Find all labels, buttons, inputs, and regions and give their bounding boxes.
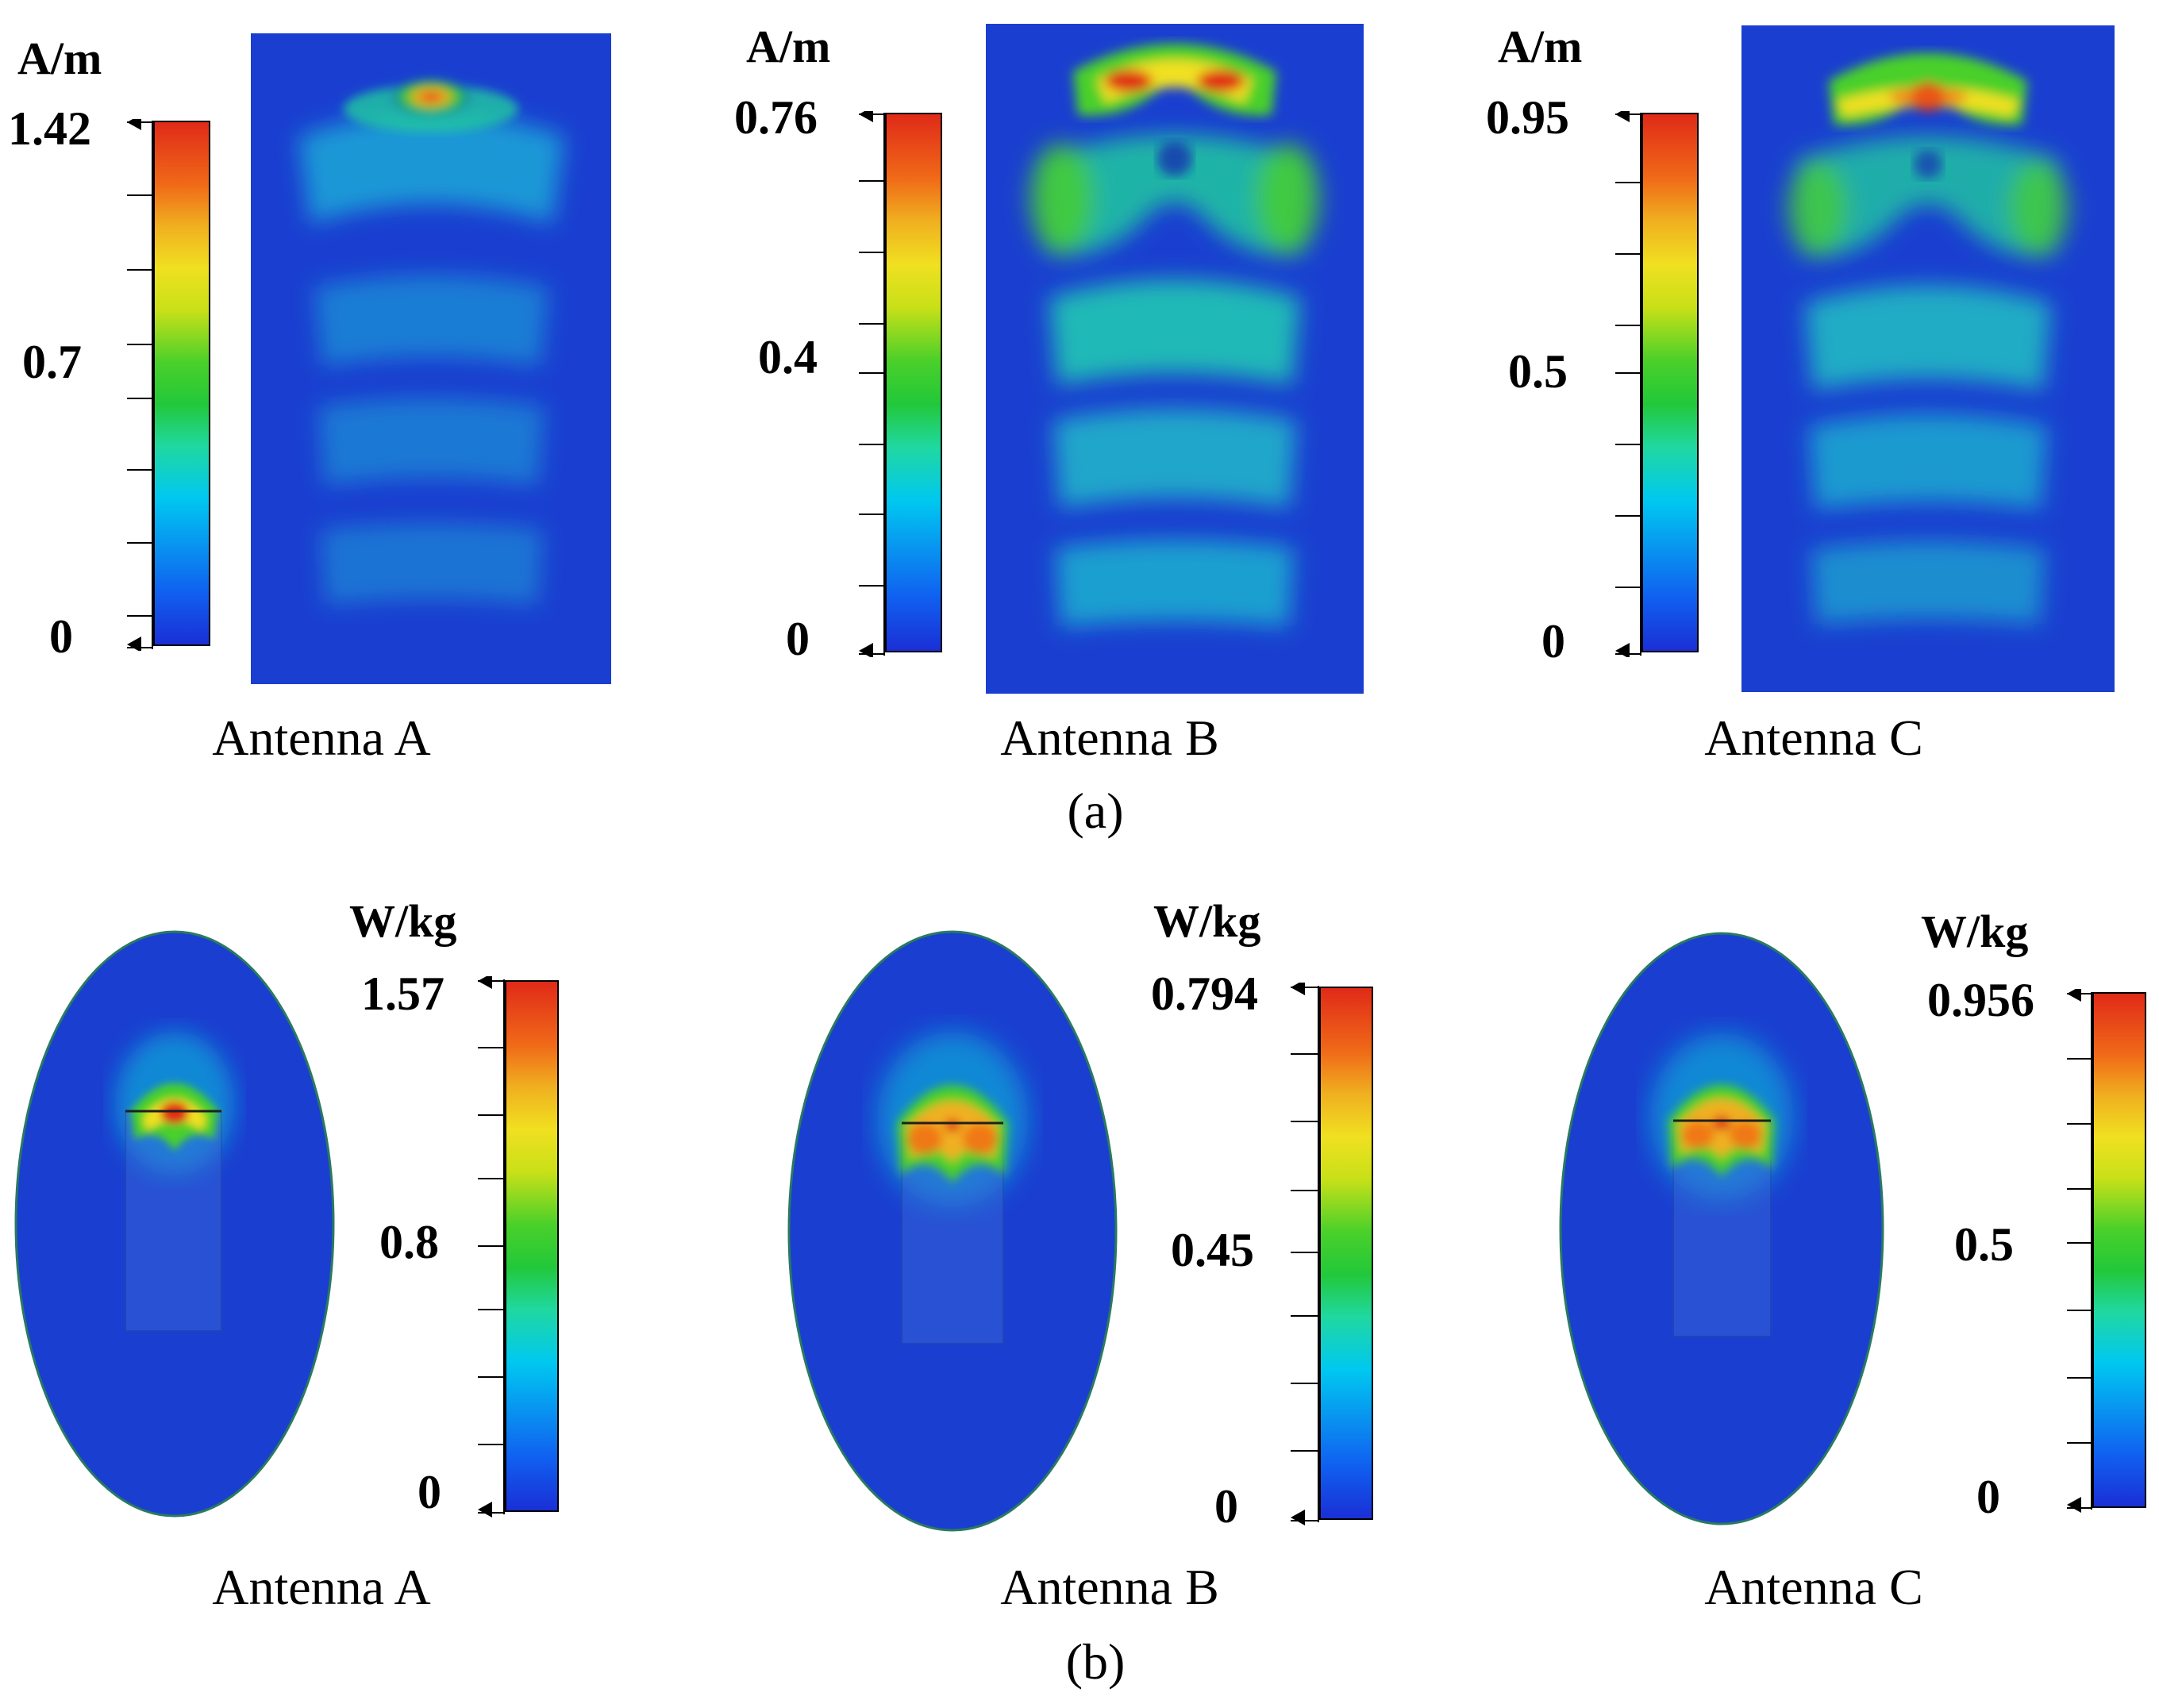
min-marker-icon bbox=[1291, 1510, 1305, 1525]
colorbar-max-label: 0.76 bbox=[734, 91, 818, 144]
unit-label-a-a: A/m bbox=[17, 33, 102, 84]
max-marker-icon bbox=[1615, 111, 1630, 122]
unit-label-b-c: W/kg bbox=[1921, 906, 2029, 957]
colorbar bbox=[885, 113, 942, 652]
sar-distribution-plot-antenna-a bbox=[12, 929, 337, 1520]
colorbar-ticks bbox=[478, 976, 506, 1518]
caption-antenna-b: Antenna B bbox=[1000, 1559, 1219, 1615]
colorbar-ticks bbox=[1291, 983, 1320, 1525]
max-marker-icon bbox=[478, 976, 492, 989]
unit-label-b-b: W/kg bbox=[1153, 895, 1261, 947]
colorbar bbox=[2092, 992, 2146, 1508]
min-marker-icon bbox=[1615, 643, 1630, 657]
colorbar-ticks bbox=[127, 119, 154, 651]
min-marker-icon bbox=[127, 637, 141, 651]
caption-antenna-c: Antenna C bbox=[1704, 710, 1923, 766]
min-marker-icon bbox=[2067, 1497, 2081, 1513]
sar-distribution-plot-antenna-c bbox=[1557, 930, 1886, 1527]
subfigure-label-b: (b) bbox=[1065, 1633, 1126, 1690]
colorbar-mid-label: 0.8 bbox=[379, 1216, 439, 1268]
surface-current-plot-antenna-c bbox=[1741, 25, 2115, 692]
colorbar bbox=[1641, 113, 1699, 652]
colorbar-min-label: 0 bbox=[1976, 1471, 2000, 1523]
colorbar-max-label: 0.95 bbox=[1486, 91, 1569, 144]
colorbar-max-label: 1.42 bbox=[8, 102, 91, 155]
unit-label-a-c: A/m bbox=[1498, 21, 1583, 72]
colorbar-mid-label: 0.5 bbox=[1954, 1218, 2014, 1271]
caption-antenna-b: Antenna B bbox=[1000, 710, 1219, 766]
max-marker-icon bbox=[127, 119, 141, 130]
colorbar-ticks bbox=[1615, 111, 1642, 657]
max-marker-icon bbox=[1291, 983, 1305, 995]
colorbar-min-label: 0 bbox=[49, 610, 73, 663]
colorbar-max-label: 0.794 bbox=[1151, 967, 1258, 1020]
min-marker-icon bbox=[859, 643, 873, 657]
colorbar bbox=[1319, 987, 1373, 1520]
colorbar-ticks bbox=[859, 111, 886, 657]
surface-current-plot-antenna-a bbox=[251, 33, 611, 684]
colorbar-mid-label: 0.5 bbox=[1508, 345, 1568, 398]
colorbar bbox=[505, 980, 559, 1512]
max-marker-icon bbox=[859, 111, 873, 122]
colorbar-min-label: 0 bbox=[1214, 1480, 1238, 1533]
max-marker-icon bbox=[2067, 989, 2081, 1002]
colorbar-mid-label: 0.4 bbox=[758, 331, 818, 383]
colorbar-max-label: 0.956 bbox=[1927, 974, 2034, 1026]
colorbar-max-label: 1.57 bbox=[361, 967, 444, 1020]
surface-current-plot-antenna-b bbox=[986, 24, 1364, 694]
colorbar-min-label: 0 bbox=[418, 1466, 441, 1518]
colorbar-mid-label: 0.7 bbox=[22, 336, 82, 388]
subfigure-label-a: (a) bbox=[1067, 783, 1124, 839]
colorbar bbox=[153, 121, 210, 646]
caption-antenna-c: Antenna C bbox=[1704, 1559, 1923, 1615]
sar-distribution-plot-antenna-b bbox=[786, 929, 1119, 1533]
colorbar-min-label: 0 bbox=[786, 613, 810, 665]
colorbar-min-label: 0 bbox=[1541, 615, 1565, 667]
unit-label-b-a: W/kg bbox=[349, 895, 457, 947]
unit-label-a-b: A/m bbox=[746, 21, 831, 72]
caption-antenna-a: Antenna A bbox=[212, 1559, 431, 1615]
colorbar-ticks bbox=[2067, 989, 2093, 1513]
colorbar-mid-label: 0.45 bbox=[1171, 1224, 1254, 1276]
caption-antenna-a: Antenna A bbox=[212, 710, 431, 766]
min-marker-icon bbox=[478, 1502, 492, 1518]
